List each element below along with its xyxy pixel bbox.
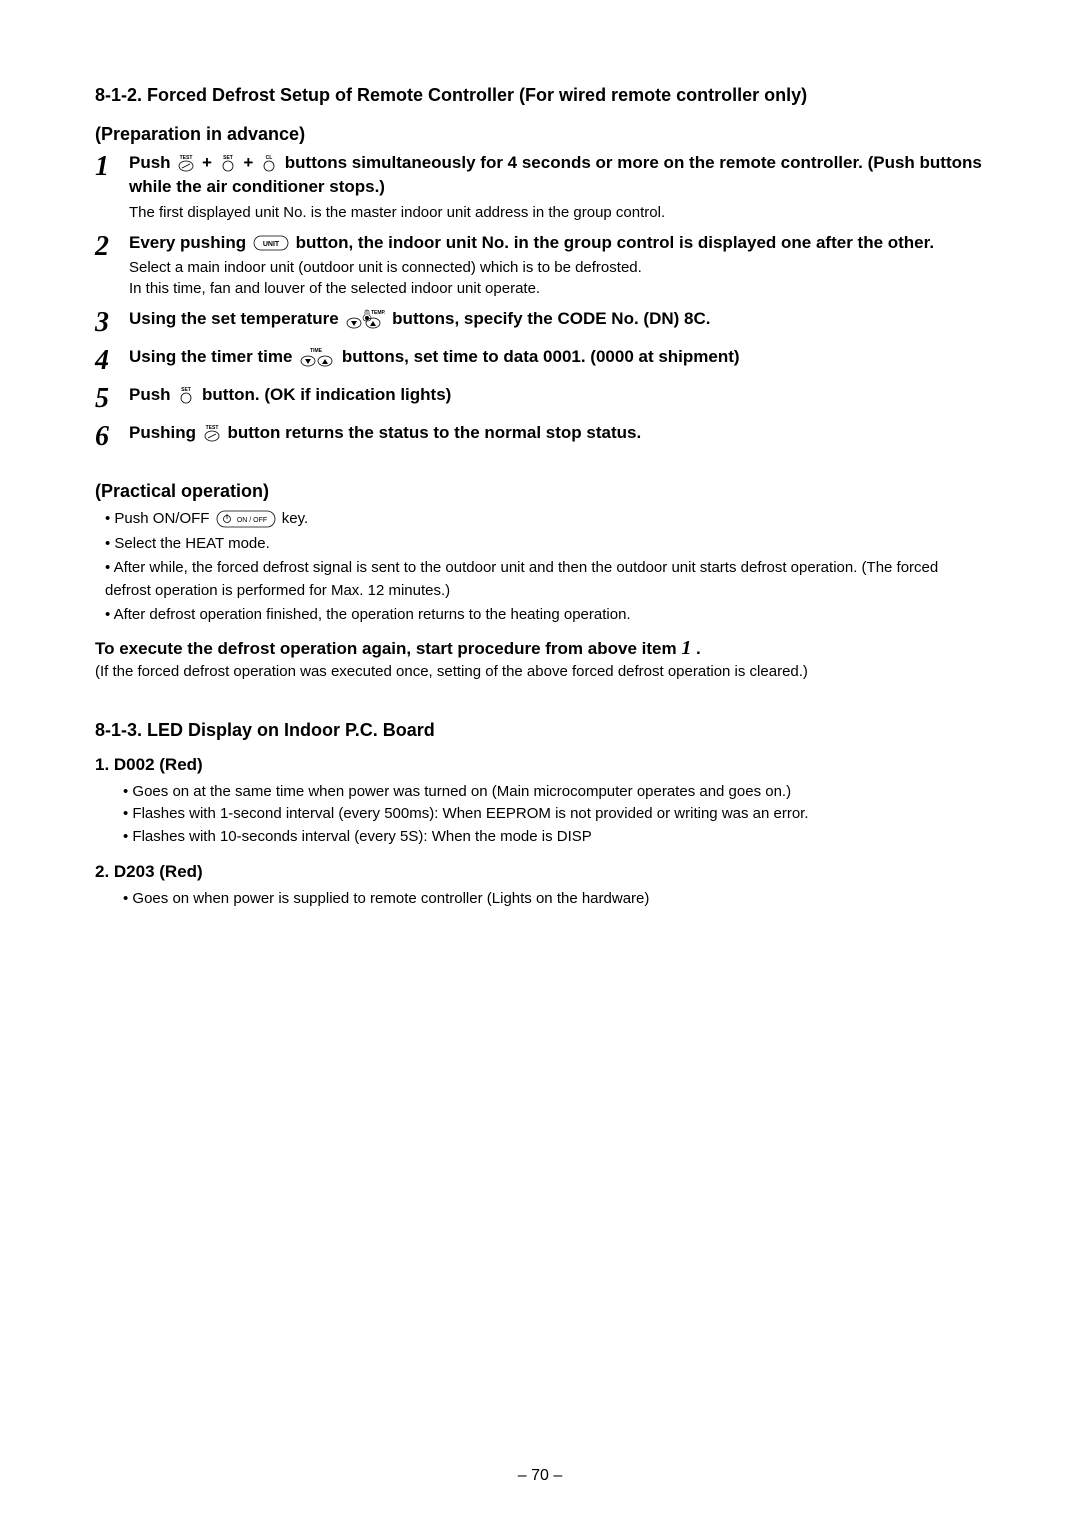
bullet: • After defrost operation finished, the … — [95, 604, 985, 627]
temp-icon — [345, 309, 385, 331]
step-num: 5 — [95, 383, 129, 413]
text: To execute the defrost operation again, … — [95, 639, 681, 658]
text: Push — [129, 153, 175, 172]
text: key. — [278, 510, 309, 527]
text: Using the set temperature — [129, 309, 343, 328]
step-5: 5 Push button. (OK if indication lights) — [95, 383, 985, 413]
text: button, the indoor unit No. in the group… — [291, 233, 934, 252]
text: Using the timer time — [129, 347, 297, 366]
step-num: 6 — [95, 421, 129, 451]
step-6: 6 Pushing button returns the status to t… — [95, 421, 985, 451]
section-title: 8-1-3. LED Display on Indoor P.C. Board — [95, 720, 985, 741]
step-num: 3 — [95, 307, 129, 337]
page-number: – 70 – — [0, 1467, 1080, 1485]
step-list: 1 Push + + buttons simultaneously for 4 … — [95, 151, 985, 451]
time-icon — [299, 347, 335, 369]
section-8-1-3: 8-1-3. LED Display on Indoor P.C. Board … — [95, 720, 985, 911]
bullet: • Select the HEAT mode. — [95, 533, 985, 556]
led-bullet: • Flashes with 10-seconds interval (ever… — [123, 826, 985, 849]
section-title: 8-1-2. Forced Defrost Setup of Remote Co… — [95, 85, 985, 106]
step-num: 2 — [95, 231, 129, 261]
text: . — [691, 639, 700, 658]
practical-bullets: • Push ON/OFF key. • Select the HEAT mod… — [95, 508, 985, 627]
step-3: 3 Using the set temperature buttons, spe… — [95, 307, 985, 337]
step-num: 4 — [95, 345, 129, 375]
text: button returns the status to the normal … — [223, 423, 641, 442]
led-bullet: • Goes on at the same time when power wa… — [123, 781, 985, 804]
led-heading: 2. D203 (Red) — [95, 862, 985, 882]
led-heading: 1. D002 (Red) — [95, 755, 985, 775]
led-bullet: • Goes on when power is supplied to remo… — [123, 888, 985, 911]
step-sub: The first displayed unit No. is the mast… — [129, 202, 985, 223]
step-ref: 1 — [681, 637, 691, 659]
step-main: Pushing button returns the status to the… — [129, 421, 985, 445]
step-1: 1 Push + + buttons simultaneously for 4 … — [95, 151, 985, 223]
step-2: 2 Every pushing button, the indoor unit … — [95, 231, 985, 300]
bullet: • Push ON/OFF key. — [95, 508, 985, 531]
set-icon — [177, 386, 195, 406]
practical-title: (Practical operation) — [95, 481, 985, 502]
text: buttons, set time to data 0001. (0000 at… — [337, 347, 739, 366]
set-icon — [219, 154, 237, 174]
step-main: Push button. (OK if indication lights) — [129, 383, 985, 407]
text: • Push ON/OFF — [105, 510, 214, 527]
text: Push — [129, 385, 175, 404]
repeat-line: To execute the defrost operation again, … — [95, 637, 985, 660]
test-icon — [203, 424, 221, 444]
led-item-1: 1. D002 (Red) • Goes on at the same time… — [95, 755, 985, 849]
text: buttons, specify the CODE No. (DN) 8C. — [387, 309, 710, 328]
prep-title: (Preparation in advance) — [95, 124, 985, 145]
led-bullet: • Flashes with 1-second interval (every … — [123, 803, 985, 826]
unit-icon — [253, 233, 289, 253]
step-num: 1 — [95, 151, 129, 181]
step-main: Push + + buttons simultaneously for 4 se… — [129, 151, 985, 199]
step-4: 4 Using the timer time buttons, set time… — [95, 345, 985, 375]
step-sub2: In this time, fan and louver of the sele… — [129, 278, 985, 299]
led-item-2: 2. D203 (Red) • Goes on when power is su… — [95, 862, 985, 911]
text: Every pushing — [129, 233, 251, 252]
step-sub: Select a main indoor unit (outdoor unit … — [129, 257, 985, 278]
onoff-icon — [216, 510, 276, 528]
repeat-sub: (If the forced defrost operation was exe… — [95, 663, 985, 680]
text: Pushing — [129, 423, 201, 442]
text: buttons simultaneously for 4 seconds or … — [129, 153, 982, 196]
step-main: Using the set temperature buttons, speci… — [129, 307, 985, 331]
bullet: • After while, the forced defrost signal… — [95, 557, 985, 602]
step-main: Every pushing button, the indoor unit No… — [129, 231, 985, 255]
section-8-1-2: 8-1-2. Forced Defrost Setup of Remote Co… — [95, 85, 985, 680]
test-icon — [177, 154, 195, 174]
step-main: Using the timer time buttons, set time t… — [129, 345, 985, 369]
text: button. (OK if indication lights) — [197, 385, 451, 404]
cl-icon — [260, 154, 278, 174]
